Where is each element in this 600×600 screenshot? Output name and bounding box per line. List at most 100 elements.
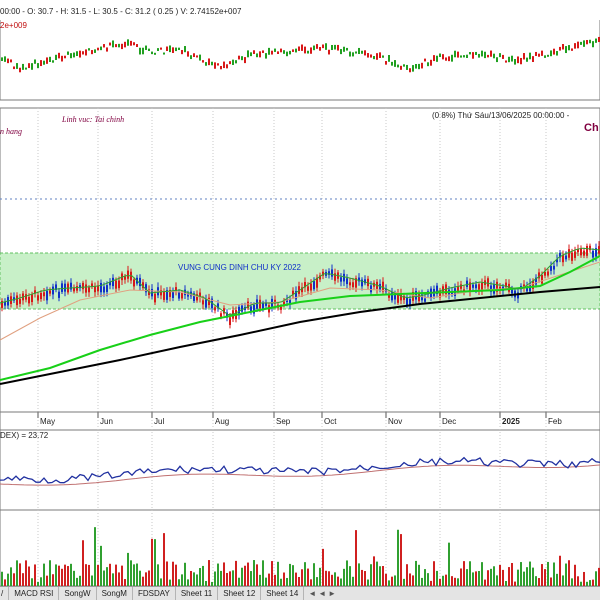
- top-candle: [259, 51, 261, 58]
- volume-bar: [283, 572, 285, 586]
- price-candle: [79, 285, 81, 289]
- top-candle: [457, 51, 459, 58]
- top-candle: [472, 52, 474, 59]
- price-candle: [70, 282, 72, 290]
- tab-fdsday[interactable]: FDSDAY: [133, 587, 176, 600]
- top-candle: [358, 47, 360, 55]
- info-readout: (0.8%) Thứ Sáu/13/06/2025 00:00:00 -: [432, 111, 570, 120]
- price-candle: [205, 299, 207, 308]
- volume-bar: [439, 578, 441, 586]
- price-candle: [169, 289, 171, 297]
- volume-bar: [271, 561, 273, 586]
- top-candle: [229, 61, 231, 65]
- top-candle: [184, 46, 186, 53]
- volume-bar: [109, 563, 111, 586]
- price-candle: [541, 274, 543, 284]
- tab-macd-rsi[interactable]: MACD RSI: [9, 587, 60, 600]
- volume-bar: [511, 563, 513, 586]
- top-candle: [331, 44, 333, 51]
- volume-bar: [349, 566, 351, 586]
- volume-bar: [199, 568, 201, 586]
- volume-bar: [388, 580, 390, 586]
- top-candle: [100, 46, 102, 51]
- volume-bar: [298, 577, 300, 586]
- volume-bar: [535, 576, 537, 586]
- price-candle: [40, 292, 42, 300]
- volume-bar: [331, 574, 333, 586]
- tab-prev-icon[interactable]: ◄: [318, 589, 327, 598]
- volume-bar: [130, 560, 132, 586]
- volume-bar: [304, 562, 306, 586]
- tab-songm[interactable]: SongM: [97, 587, 133, 600]
- volume-bar: [568, 560, 570, 586]
- top-candle: [544, 55, 546, 58]
- volume-bar: [322, 548, 324, 586]
- top-candle: [70, 53, 72, 59]
- volume-bar: [334, 572, 336, 586]
- tab-sheet-11[interactable]: Sheet 11: [176, 587, 219, 600]
- tab-sheet-14[interactable]: Sheet 14: [261, 587, 305, 600]
- top-candle: [340, 49, 342, 55]
- volume-bar: [391, 576, 393, 586]
- price-candle: [241, 305, 243, 312]
- volume-bar: [466, 569, 468, 586]
- price-candle: [550, 265, 552, 271]
- top-candle: [280, 48, 282, 53]
- top-candle: [79, 50, 81, 58]
- top-candle: [577, 41, 579, 49]
- volume-bar: [178, 579, 180, 586]
- top-candle: [589, 39, 591, 44]
- price-candle: [424, 298, 426, 302]
- volume-bar: [367, 579, 369, 586]
- price-candle: [43, 292, 45, 297]
- top-candle: [454, 50, 456, 58]
- top-candle: [382, 55, 384, 58]
- top-candle: [430, 59, 432, 66]
- ma-mid-line: [0, 255, 600, 381]
- top-candle: [436, 55, 438, 62]
- price-candle: [586, 245, 588, 256]
- price-candle: [409, 298, 411, 306]
- top-candle: [286, 51, 288, 57]
- tab-partial[interactable]: /: [0, 587, 10, 600]
- price-candle: [250, 306, 252, 313]
- price-candle: [319, 275, 321, 280]
- top-candle: [496, 57, 498, 63]
- volume-bar: [205, 580, 207, 586]
- tab-first-icon[interactable]: ◄: [308, 589, 317, 598]
- volume-bar: [160, 578, 162, 586]
- tab-sheet-12[interactable]: Sheet 12: [218, 587, 262, 600]
- price-candle: [142, 282, 144, 289]
- top-candle: [328, 49, 330, 55]
- top-candle: [559, 46, 561, 51]
- top-candle: [1, 57, 3, 62]
- price-candle: [370, 285, 372, 293]
- top-candle: [364, 50, 366, 56]
- volume-bar: [583, 571, 585, 586]
- top-candle: [103, 44, 105, 48]
- volume-bar: [502, 569, 504, 586]
- volume-bar: [175, 564, 177, 586]
- top-candle: [34, 59, 36, 64]
- volume-bar: [493, 566, 495, 586]
- tab-songw[interactable]: SongW: [59, 587, 97, 600]
- tab-next-icon[interactable]: ►: [328, 589, 337, 598]
- volume-bar: [370, 564, 372, 586]
- volume-bar: [133, 564, 135, 586]
- volume-bar: [490, 568, 492, 586]
- price-candle: [487, 278, 489, 287]
- chart-canvas[interactable]: 00:00 - O: 30.7 - H: 31.5 - L: 30.5 - C:…: [0, 0, 600, 586]
- top-candle: [487, 54, 489, 58]
- volume-bar: [64, 564, 66, 586]
- volume-bar: [442, 575, 444, 586]
- volume-bar: [409, 573, 411, 586]
- top-candle: [403, 64, 405, 67]
- top-candle: [343, 46, 345, 52]
- price-candle: [52, 286, 54, 295]
- volume-bar: [526, 567, 528, 586]
- sector-label: Linh vuc: Tai chinh: [61, 115, 124, 124]
- price-candle: [343, 273, 345, 282]
- volume-bar: [406, 564, 408, 586]
- price-candle: [31, 294, 33, 303]
- volume-bar: [76, 577, 78, 586]
